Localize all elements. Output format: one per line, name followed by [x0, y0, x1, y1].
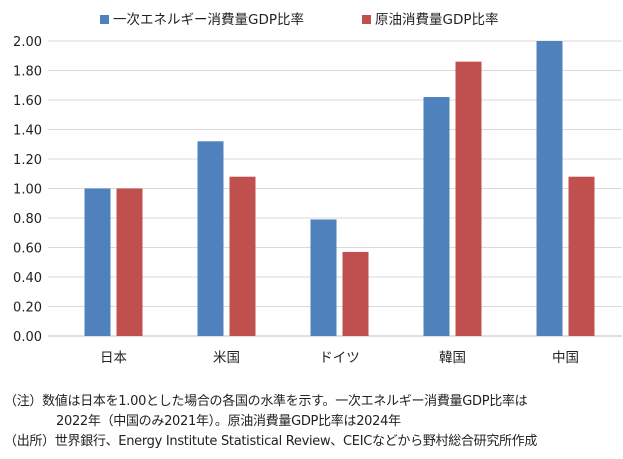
x-tick-label: 米国 [213, 350, 240, 366]
x-tick-label: 日本 [100, 350, 127, 366]
bar-crude-oil [455, 61, 482, 337]
legend-item-primary-energy: 一次エネルギー消費量GDP比率 [100, 8, 304, 28]
bar-crude-oil [342, 251, 369, 336]
bar-crude-oil [116, 188, 143, 336]
bar-crude-oil [568, 176, 595, 336]
y-tick-label: 2.00 [13, 35, 42, 50]
y-tick-label: 1.40 [13, 124, 42, 139]
notes: （注）数値は日本を1.00とした場合の各国の水準を示す。一次エネルギー消費量GD… [4, 392, 537, 452]
legend: 一次エネルギー消費量GDP比率 原油消費量GDP比率 [100, 8, 499, 28]
note-line-1: （注）数値は日本を1.00とした場合の各国の水準を示す。一次エネルギー消費量GD… [4, 394, 528, 409]
bar-crude-oil [229, 176, 256, 336]
legend-label: 原油消費量GDP比率 [375, 12, 499, 28]
y-tick-label: 0.20 [13, 301, 42, 316]
plot-area: 0.00 0.20 0.40 0.60 0.80 1.00 1.20 1.40 1.60 1.80… [13, 35, 622, 366]
source-line: （出所）世界銀行、Energy Institute Statistical Re… [4, 434, 538, 449]
y-tick-label: 0.60 [13, 242, 42, 257]
legend-swatch [362, 15, 371, 24]
legend-label: 一次エネルギー消費量GDP比率 [113, 12, 304, 28]
x-tick-label: ドイツ [319, 350, 360, 366]
bar-primary-energy [84, 188, 111, 336]
y-tick-label: 0.40 [13, 271, 42, 286]
legend-swatch [100, 15, 109, 24]
note-line-2: 2022年（中国のみ2021年）。原油消費量GDP比率は2024年 [56, 414, 401, 429]
bar-primary-energy [310, 219, 337, 336]
y-tick-label: 1.60 [13, 94, 42, 109]
y-tick-label: 0.80 [13, 212, 42, 227]
x-tick-label: 韓国 [439, 350, 466, 366]
legend-item-crude-oil: 原油消費量GDP比率 [362, 8, 499, 28]
bar-primary-energy [197, 141, 224, 336]
y-tick-label: 1.00 [13, 183, 42, 198]
y-tick-label: 1.80 [13, 65, 42, 80]
bar-primary-energy [423, 97, 450, 336]
y-tick-label: 1.20 [13, 153, 42, 168]
x-tick-label: 中国 [552, 350, 579, 366]
y-tick-label: 0.00 [13, 330, 42, 345]
bar-primary-energy [536, 41, 563, 336]
